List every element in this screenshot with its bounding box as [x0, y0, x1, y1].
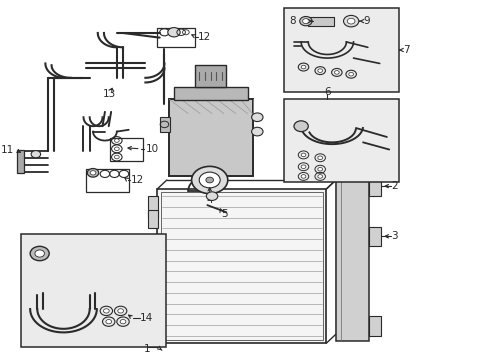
Bar	[161, 192, 322, 340]
Text: 9: 9	[362, 16, 369, 26]
Circle shape	[118, 309, 123, 313]
Text: 2: 2	[391, 181, 397, 191]
Circle shape	[293, 121, 307, 132]
Circle shape	[343, 15, 358, 27]
Circle shape	[301, 165, 305, 168]
Circle shape	[346, 18, 354, 24]
Circle shape	[317, 175, 322, 178]
Circle shape	[299, 17, 311, 26]
Bar	[195, 65, 226, 87]
Bar	[147, 196, 158, 218]
Bar	[147, 329, 158, 347]
Text: 14: 14	[140, 313, 153, 323]
Circle shape	[30, 246, 49, 261]
Bar	[157, 189, 325, 343]
Bar	[109, 138, 142, 161]
Circle shape	[317, 69, 322, 72]
Circle shape	[114, 155, 119, 159]
Bar	[335, 162, 368, 341]
Text: 5: 5	[221, 209, 228, 219]
Circle shape	[206, 192, 217, 201]
Bar	[157, 28, 195, 47]
Bar	[160, 117, 170, 132]
Circle shape	[114, 147, 119, 150]
Bar	[174, 87, 247, 100]
Circle shape	[251, 127, 263, 136]
Circle shape	[302, 19, 308, 24]
Bar	[147, 211, 158, 228]
Circle shape	[199, 172, 220, 188]
Text: 8: 8	[289, 16, 296, 26]
Circle shape	[35, 250, 44, 257]
Circle shape	[301, 65, 305, 69]
Circle shape	[90, 171, 96, 175]
Text: 12: 12	[131, 175, 144, 185]
Bar	[86, 168, 128, 192]
Circle shape	[205, 177, 213, 183]
Text: 7: 7	[403, 45, 409, 55]
Bar	[368, 316, 380, 336]
Text: 10: 10	[145, 144, 158, 154]
Bar	[169, 99, 252, 176]
Text: 11: 11	[1, 144, 15, 154]
Text: 6: 6	[324, 87, 330, 97]
Bar	[17, 149, 24, 173]
Text: 1: 1	[143, 343, 150, 354]
Bar	[368, 226, 380, 246]
Text: 13: 13	[103, 89, 116, 99]
Circle shape	[251, 113, 263, 122]
Bar	[284, 8, 398, 92]
Bar	[307, 17, 334, 26]
Bar	[368, 176, 380, 196]
Text: 3: 3	[391, 231, 397, 241]
Circle shape	[334, 71, 339, 74]
Circle shape	[120, 319, 125, 324]
Circle shape	[317, 156, 322, 159]
Circle shape	[31, 150, 41, 158]
Circle shape	[301, 153, 305, 157]
Circle shape	[87, 168, 99, 177]
Circle shape	[114, 139, 119, 142]
Bar	[147, 315, 158, 336]
Circle shape	[317, 167, 322, 171]
Circle shape	[191, 166, 227, 194]
Text: 4: 4	[206, 195, 213, 205]
Circle shape	[106, 319, 111, 324]
Text: 12: 12	[197, 32, 211, 41]
Circle shape	[103, 309, 109, 313]
Circle shape	[167, 28, 180, 37]
Circle shape	[301, 175, 305, 178]
Circle shape	[348, 72, 353, 76]
Bar	[284, 99, 398, 182]
Bar	[20, 234, 165, 347]
